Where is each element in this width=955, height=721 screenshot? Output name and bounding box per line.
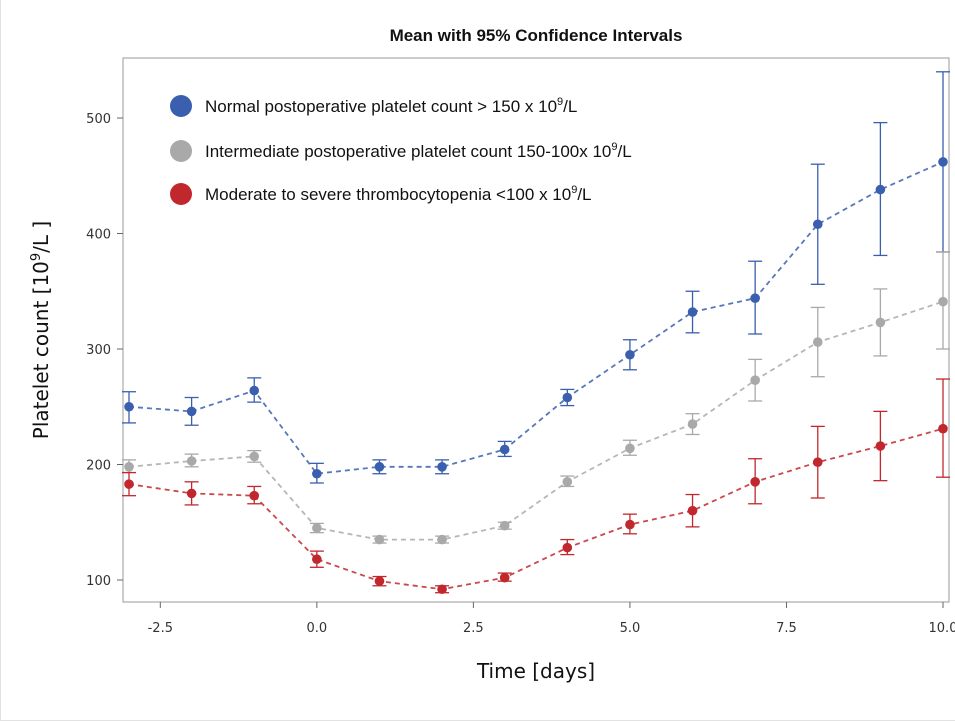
data-point [499, 520, 510, 531]
data-point [687, 505, 698, 516]
data-point [625, 443, 635, 454]
data-point [938, 423, 948, 434]
data-point [186, 488, 197, 499]
chart-title: Mean with 95% Confidence Intervals [389, 26, 683, 45]
legend-marker [170, 140, 192, 162]
data-point [938, 157, 948, 167]
y-axis-title: Platelet count [109/L ] [29, 221, 53, 439]
data-point [124, 401, 134, 412]
y-tick-label: 300 [86, 343, 111, 358]
y-tick-label: 200 [86, 459, 111, 474]
legend-label: Moderate to severe thrombocytopenia <100… [205, 184, 592, 204]
x-tick-label: 2.5 [463, 621, 484, 636]
data-point [312, 523, 322, 533]
data-point [437, 584, 447, 595]
data-point [875, 184, 886, 195]
x-tick-label: 0.0 [307, 621, 328, 636]
data-point [812, 457, 823, 467]
data-point [437, 534, 447, 545]
legend-label: Intermediate postoperative platelet coun… [205, 141, 632, 161]
data-point [124, 462, 134, 472]
data-point [374, 576, 385, 586]
y-tick-label: 100 [86, 574, 111, 589]
data-point [499, 444, 510, 455]
data-point [374, 534, 385, 545]
legend: Normal postoperative platelet count > 15… [170, 95, 632, 205]
x-tick-label: 5.0 [620, 621, 641, 636]
data-point [812, 219, 823, 230]
data-point [750, 477, 760, 487]
data-point [312, 468, 322, 479]
data-point [750, 375, 760, 385]
x-tick-label: 10.0 [929, 621, 955, 636]
data-point [249, 385, 260, 396]
data-point [750, 293, 760, 303]
x-axis: -2.5 0.0 2.5 5.0 7.5 10.0 [148, 602, 955, 636]
data-point [312, 554, 322, 565]
data-point [562, 392, 573, 403]
series-1 [122, 71, 950, 484]
x-tick-label: -2.5 [148, 621, 173, 636]
data-point [938, 296, 948, 307]
data-point [812, 337, 823, 347]
series-3 [122, 378, 950, 595]
data-point [249, 451, 260, 462]
data-point [186, 406, 197, 417]
data-point [625, 349, 635, 360]
data-point [186, 456, 197, 466]
x-axis-title: Time [days] [476, 659, 595, 683]
series-2 [122, 251, 950, 545]
y-tick-label: 400 [86, 228, 111, 243]
y-tick-label: 500 [86, 112, 111, 127]
y-axis: 100 200 300 400 500 [86, 112, 123, 589]
x-tick-label: 7.5 [776, 621, 797, 636]
data-point [249, 490, 260, 501]
data-point [875, 317, 886, 328]
data-point [437, 462, 447, 472]
legend-marker [170, 183, 192, 205]
series-line [128, 161, 944, 475]
data-point [374, 462, 385, 472]
series-layer [122, 71, 950, 595]
data-point [562, 542, 573, 553]
legend-marker [170, 95, 192, 117]
data-point [124, 479, 134, 489]
series-line [128, 427, 944, 591]
legend-label: Normal postoperative platelet count > 15… [205, 96, 577, 116]
data-point [625, 519, 635, 530]
data-point [875, 441, 886, 451]
data-point [687, 307, 698, 317]
data-point [687, 419, 698, 429]
data-point [499, 572, 510, 583]
data-point [562, 477, 573, 487]
plot-area [122, 57, 950, 603]
